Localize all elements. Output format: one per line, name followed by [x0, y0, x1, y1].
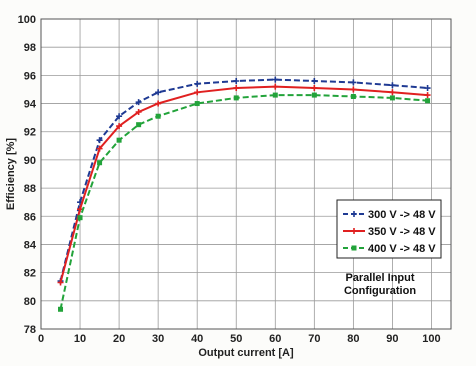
y-tick-label: 78 [24, 324, 36, 336]
plot-frame [40, 18, 452, 330]
legend-entries: 300 V -> 48 V 350 V -> 48 V 400 V -> 48 V [343, 209, 436, 255]
x-tick-label: 50 [230, 333, 242, 345]
annotation-line-1: Parallel Input [345, 272, 414, 284]
data-point [389, 89, 396, 96]
data-point [233, 78, 240, 84]
legend-marker [351, 245, 357, 251]
data-point [424, 85, 431, 92]
y-tick-label: 92 [24, 127, 36, 139]
data-point [311, 85, 318, 92]
plot-area [41, 19, 451, 329]
y-tick-label: 86 [24, 211, 36, 223]
x-tick-label: 60 [269, 333, 281, 345]
x-tick-label: 40 [191, 333, 203, 345]
data-point [424, 92, 431, 99]
data-point [96, 137, 103, 144]
x-tick-label: 0 [38, 333, 44, 345]
y-tick-label: 88 [24, 183, 36, 195]
data-point [58, 306, 64, 312]
data-point [77, 215, 83, 221]
data-point [350, 94, 356, 99]
data-point [272, 92, 278, 98]
x-tick-labels: 0 10 20 30 40 50 60 70 80 90 100 [38, 333, 441, 345]
series-3 [58, 92, 431, 312]
data-point [194, 101, 200, 107]
data-point [116, 137, 122, 143]
data-point [311, 92, 317, 98]
data-point [135, 109, 142, 115]
y-axis-title: Efficiency [%] [5, 138, 17, 210]
data-point [389, 82, 396, 89]
y-tick-label: 94 [24, 99, 37, 111]
y-tick-label: 96 [24, 70, 36, 82]
series [57, 76, 431, 312]
data-point [57, 279, 64, 286]
data-point [311, 78, 318, 84]
series-2 [57, 83, 431, 286]
data-point [233, 95, 239, 101]
data-point [389, 95, 395, 101]
data-point [155, 113, 161, 119]
y-tick-label: 100 [18, 14, 36, 26]
x-axis-title: Output current [A] [198, 347, 294, 359]
data-point [425, 98, 431, 104]
y-tick-label: 82 [24, 268, 36, 280]
y-tick-label: 98 [24, 42, 36, 54]
data-point [116, 123, 123, 130]
x-tick-label: 30 [152, 333, 164, 345]
x-tick-label: 90 [386, 333, 398, 345]
legend: 300 V -> 48 V 350 V -> 48 V 400 V -> 48 V [336, 199, 442, 259]
data-point [155, 100, 162, 107]
data-point [116, 113, 123, 120]
annotation-line-2: Configuration [344, 285, 416, 297]
x-tick-label: 20 [113, 333, 125, 345]
y-tick-label: 84 [24, 239, 37, 251]
data-point [96, 145, 103, 152]
legend-label: 350 V -> 48 V [368, 226, 436, 238]
y-tick-labels: 78 80 82 84 86 88 90 92 94 96 98 100 [18, 14, 37, 336]
y-tick-label: 90 [24, 155, 36, 167]
data-point [233, 85, 240, 92]
legend-label: 300 V -> 48 V [368, 209, 436, 221]
x-tick-label: 100 [422, 333, 440, 345]
x-tick-label: 70 [308, 333, 320, 345]
data-point [97, 160, 103, 166]
data-point [350, 86, 357, 93]
grid [40, 18, 451, 330]
legend-label: 400 V -> 48 V [368, 243, 436, 255]
data-point [272, 83, 279, 90]
x-tick-label: 10 [74, 333, 86, 345]
data-point [155, 89, 162, 96]
data-point [194, 89, 201, 96]
data-point [136, 122, 142, 128]
data-point [135, 99, 142, 106]
data-point [194, 80, 201, 87]
y-tick-label: 80 [24, 296, 36, 308]
legend-marker [351, 211, 357, 217]
data-point [350, 79, 357, 86]
data-point [272, 76, 279, 83]
legend-marker [351, 228, 357, 234]
x-tick-label: 80 [347, 333, 359, 345]
